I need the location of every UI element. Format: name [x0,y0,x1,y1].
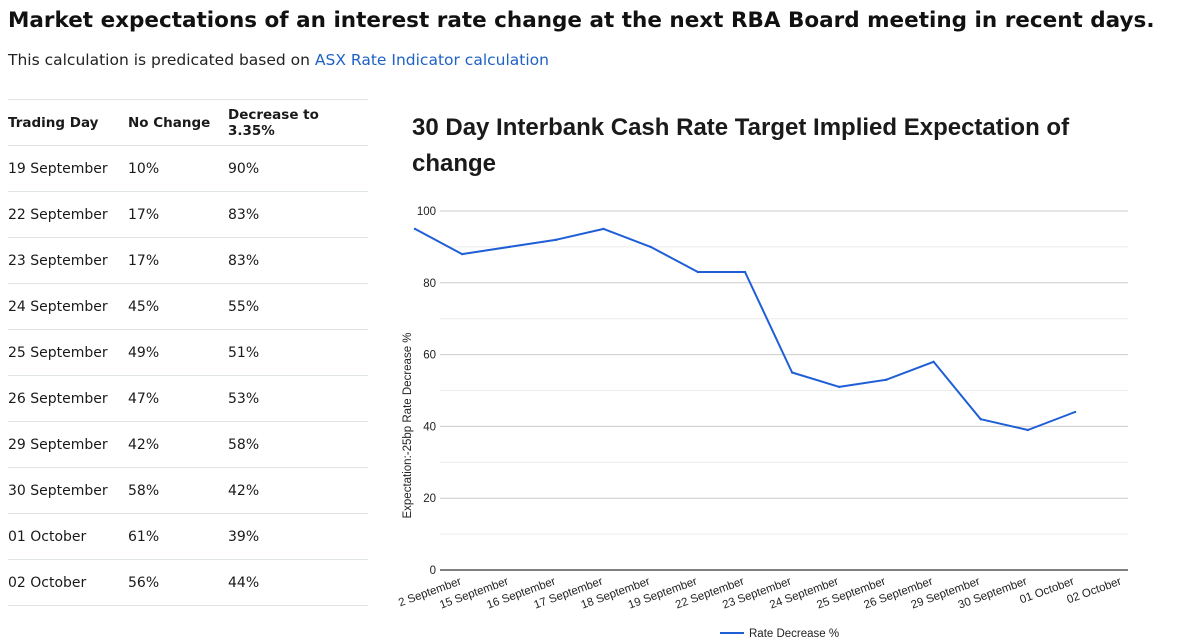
table-row: 29 September 42% 58% [8,421,368,468]
cell-decrease: 83% [228,191,368,238]
cell-trading-day: 29 September [8,421,128,468]
cell-decrease: 44% [228,559,368,606]
rates-table: Trading Day No Change Decrease to 3.35% … [8,99,368,606]
header-no-change: No Change [128,99,228,146]
data-point [743,270,747,274]
data-point [696,270,700,274]
cell-trading-day: 23 September [8,237,128,284]
data-point [790,371,794,374]
cell-trading-day: 25 September [8,329,128,376]
cell-no-change: 42% [128,421,228,468]
table-row: 24 September 45% 55% [8,283,368,330]
legend-label: Rate Decrease % [749,628,839,640]
cell-no-change: 10% [128,145,228,192]
cell-decrease: 42% [228,467,368,514]
cell-decrease: 39% [228,513,368,560]
table-row: 02 October 56% 44% [8,559,368,606]
cell-trading-day: 24 September [8,283,128,330]
data-point [885,378,888,381]
data-point [649,245,652,249]
table-row: 23 September 17% 83% [8,237,368,284]
cell-decrease: 53% [228,375,368,422]
cell-no-change: 47% [128,375,228,422]
y-tick-label: 20 [423,493,436,505]
cell-decrease: 90% [228,145,368,192]
header-trading-day: Trading Day [8,99,128,146]
cell-no-change: 61% [128,513,228,560]
cell-decrease: 51% [228,329,368,376]
table-row: 25 September 49% 51% [8,329,368,376]
cell-no-change: 49% [128,329,228,376]
cell-trading-day: 19 September [8,145,128,192]
cell-no-change: 17% [128,237,228,284]
y-tick-label: 0 [430,565,436,577]
table-row: 26 September 47% 53% [8,375,368,422]
cell-decrease: 55% [228,283,368,330]
chart-title: 30 Day Interbank Cash Rate Target Implie… [412,114,1070,177]
data-point [979,418,982,421]
header-decrease: Decrease to 3.35% [228,99,368,146]
y-tick-label: 40 [423,421,436,433]
data-point [460,252,464,256]
x-tick-label: 02 October [1065,575,1123,606]
data-point [413,227,417,231]
y-axis-label: Expectation:-25bp Rate Decrease % [402,332,414,518]
cell-decrease: 58% [228,421,368,468]
cell-no-change: 56% [128,559,228,606]
subtitle: This calculation is predicated based on … [8,51,549,69]
table-header-row: Trading Day No Change Decrease to 3.35% [8,99,368,146]
data-point [555,238,558,241]
series-line [414,227,1076,431]
table-row: 30 September 58% 42% [8,467,368,514]
cell-trading-day: 22 September [8,191,128,238]
data-point [838,385,841,389]
data-point [1026,428,1030,432]
cell-decrease: 83% [228,237,368,284]
y-tick-label: 60 [423,350,436,362]
cell-no-change: 58% [128,467,228,514]
y-tick-label: 80 [423,278,436,290]
data-point [932,360,935,363]
data-point [508,245,511,249]
asx-rate-indicator-link[interactable]: ASX Rate Indicator calculation [314,51,549,69]
table-row: 22 September 17% 83% [8,191,368,238]
data-point [1073,410,1077,414]
subtitle-text: This calculation is predicated based on [8,51,310,69]
table-row: 01 October 61% 39% [8,513,368,560]
table-row: 19 September 10% 90% [8,145,368,192]
cell-no-change: 45% [128,283,228,330]
data-point [602,227,605,231]
page-title: Market expectations of an interest rate … [8,8,1155,33]
cell-trading-day: 30 September [8,467,128,514]
y-tick-label: 100 [417,206,436,218]
cell-trading-day: 01 October [8,513,128,560]
cell-trading-day: 26 September [8,375,128,422]
cell-trading-day: 02 October [8,559,128,606]
cell-no-change: 17% [128,191,228,238]
